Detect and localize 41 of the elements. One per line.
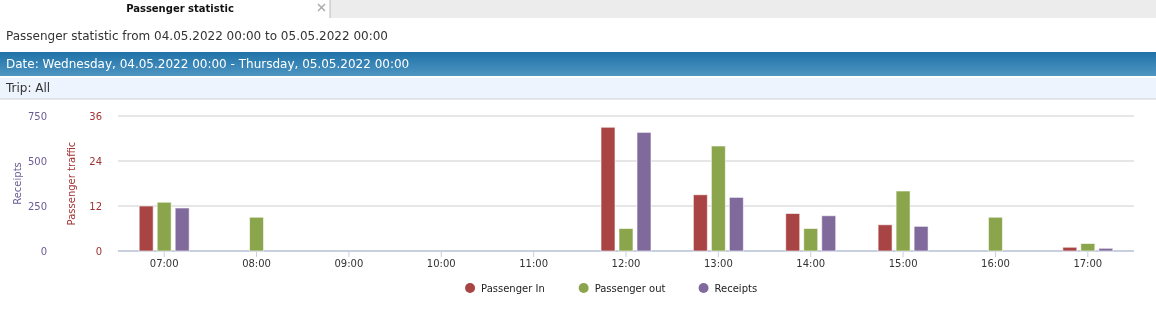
x-tick-label: 08:00 xyxy=(242,258,271,269)
bar xyxy=(692,194,708,252)
text: Trip: All xyxy=(5,81,51,95)
x-tick-label: 12:00 xyxy=(611,258,641,269)
bar xyxy=(710,145,726,252)
bar xyxy=(138,205,154,252)
legend-label: Receipts xyxy=(714,283,758,294)
y-tick-label: 0 xyxy=(95,246,102,257)
bar xyxy=(618,228,634,252)
bar xyxy=(895,190,911,252)
bar xyxy=(877,224,893,252)
y-tick-label: 36 xyxy=(89,111,102,122)
bar xyxy=(600,126,616,252)
bar xyxy=(785,213,801,252)
x-tick-label: 15:00 xyxy=(888,258,918,269)
bar xyxy=(987,216,1003,252)
y-tick-label: 24 xyxy=(89,156,102,167)
y2-tick-label: 750 xyxy=(27,111,47,122)
bar xyxy=(636,131,652,252)
legend-label: Passenger out xyxy=(594,283,666,294)
y-axis-title: Passenger traffic xyxy=(66,141,77,226)
legend-label: Passenger In xyxy=(481,283,545,294)
y2-tick-label: 0 xyxy=(40,246,47,257)
chart-subtitle: Passenger statistic from 04.05.2022 00:00 to 05.05.2022 00:00 xyxy=(6,29,388,43)
x-tick-label: 14:00 xyxy=(796,258,826,269)
x-tick-label: 17:00 xyxy=(1073,258,1103,269)
x-tick-label: 16:00 xyxy=(981,258,1010,269)
x-tick-label: 13:00 xyxy=(703,258,733,269)
y-tick-label: 12 xyxy=(89,201,102,212)
x-tick-label: 09:00 xyxy=(334,258,364,269)
text: Date: Wednesday, 04.05.2022 00:00 - Thursday, 05.05.2022 00:00 xyxy=(6,57,410,71)
y2-tick-label: 500 xyxy=(27,156,47,167)
y2-axis-title: Receipts xyxy=(12,162,23,205)
bar xyxy=(249,216,265,252)
bar xyxy=(1080,243,1096,252)
chart-title: Passenger statistic xyxy=(126,3,234,14)
y2-tick-label: 250 xyxy=(27,201,47,212)
bar xyxy=(1062,246,1078,252)
x-tick-label: 11:00 xyxy=(519,258,549,269)
x-tick-label: 10:00 xyxy=(426,258,456,269)
x-tick-label: 07:00 xyxy=(149,258,179,269)
